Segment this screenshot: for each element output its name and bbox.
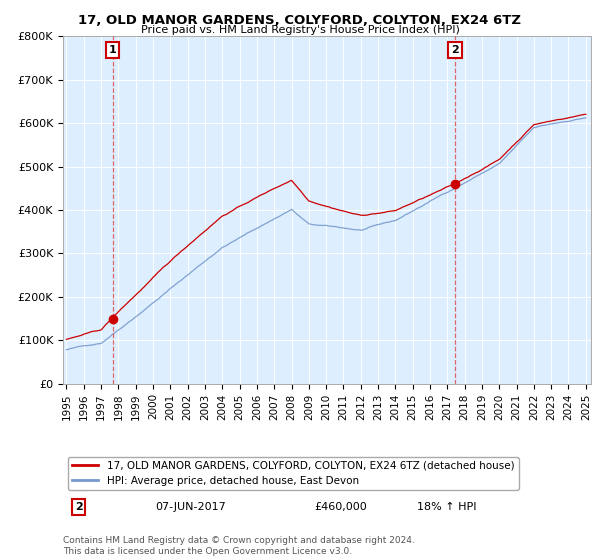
- Text: 17, OLD MANOR GARDENS, COLYFORD, COLYTON, EX24 6TZ: 17, OLD MANOR GARDENS, COLYFORD, COLYTON…: [79, 14, 521, 27]
- Text: 2: 2: [451, 45, 459, 55]
- Text: Price paid vs. HM Land Registry's House Price Index (HPI): Price paid vs. HM Land Registry's House …: [140, 25, 460, 35]
- Text: 29-AUG-1997: 29-AUG-1997: [155, 478, 230, 488]
- Legend: 17, OLD MANOR GARDENS, COLYFORD, COLYTON, EX24 6TZ (detached house), HPI: Averag: 17, OLD MANOR GARDENS, COLYFORD, COLYTON…: [68, 456, 518, 490]
- Text: £149,950: £149,950: [314, 478, 367, 488]
- Text: 18% ↑ HPI: 18% ↑ HPI: [417, 502, 476, 512]
- Text: 1: 1: [75, 478, 83, 488]
- Text: 1: 1: [109, 45, 116, 55]
- Text: 41% ↑ HPI: 41% ↑ HPI: [417, 478, 476, 488]
- Text: 07-JUN-2017: 07-JUN-2017: [155, 502, 226, 512]
- Text: £460,000: £460,000: [314, 502, 367, 512]
- Text: Contains HM Land Registry data © Crown copyright and database right 2024.
This d: Contains HM Land Registry data © Crown c…: [63, 536, 415, 556]
- Text: 2: 2: [75, 502, 83, 512]
